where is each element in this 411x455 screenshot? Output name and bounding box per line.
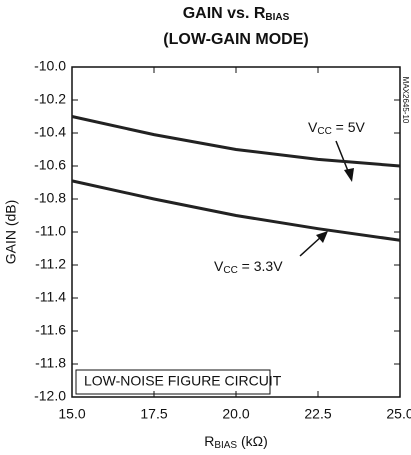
y-tick-label: -11.0 bbox=[35, 223, 66, 239]
xlabel-unit: (kΩ) bbox=[237, 433, 268, 449]
x-tick-label: 17.5 bbox=[140, 406, 167, 422]
x-axis-label: RBIAS (kΩ) bbox=[204, 433, 268, 451]
y-tick-label: -10.0 bbox=[34, 58, 66, 74]
arrow-head bbox=[344, 168, 354, 182]
watermark: MAX2645-10 bbox=[401, 77, 410, 124]
x-tick-label: 25.0 bbox=[386, 406, 411, 422]
series-line bbox=[71, 115, 401, 168]
arrow-head bbox=[316, 231, 328, 243]
y-tick-label: -11.8 bbox=[35, 355, 66, 371]
annotation-text: = 3.3V bbox=[238, 258, 283, 274]
annotation-text: = 5V bbox=[332, 119, 366, 135]
x-tick-label: 22.5 bbox=[304, 406, 331, 422]
chart-subtitle: (LOW-GAIN MODE) bbox=[163, 31, 308, 48]
y-tick-label: -12.0 bbox=[34, 388, 66, 404]
title-text: GAIN vs. R bbox=[183, 5, 266, 22]
annotation-sub: CC bbox=[317, 126, 331, 137]
annotation: VCC = 3.3V bbox=[214, 258, 283, 276]
y-tick-label: -10.4 bbox=[34, 124, 66, 140]
x-tick-label: 20.0 bbox=[222, 406, 249, 422]
arrow bbox=[299, 235, 323, 257]
y-tick-label: -10.2 bbox=[34, 91, 66, 107]
note-box bbox=[75, 369, 271, 395]
xlabel-sub: BIAS bbox=[214, 440, 237, 451]
y-tick-label: -11.6 bbox=[35, 322, 66, 338]
annotation-text: V bbox=[214, 258, 224, 274]
xlabel-text: R bbox=[204, 433, 214, 449]
title-sub: BIAS bbox=[265, 12, 289, 23]
chart-title: GAIN vs. RBIAS bbox=[183, 5, 290, 22]
series-line bbox=[71, 179, 401, 242]
y-axis-label: GAIN (dB) bbox=[3, 200, 19, 265]
annotation-text: V bbox=[308, 119, 318, 135]
note: LOW-NOISE FIGURE CIRCUIT bbox=[84, 373, 282, 389]
y-tick-label: -10.8 bbox=[34, 190, 66, 206]
annotation: VCC = 5V bbox=[308, 119, 366, 137]
y-tick-label: -10.6 bbox=[34, 157, 66, 173]
x-tick-label: 15.0 bbox=[58, 406, 85, 422]
y-tick-label: -11.2 bbox=[35, 256, 66, 272]
annotation-sub: CC bbox=[223, 265, 237, 276]
y-tick-label: -11.4 bbox=[35, 289, 66, 305]
